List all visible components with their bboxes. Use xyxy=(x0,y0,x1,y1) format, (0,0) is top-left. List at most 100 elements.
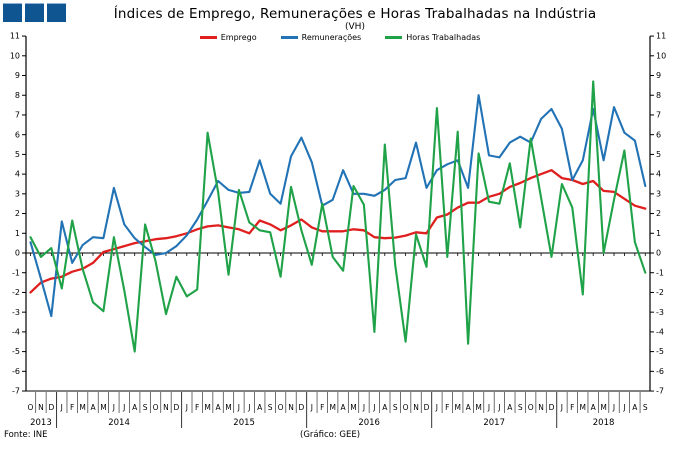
legend-item-remuneracoes: Remunerações xyxy=(280,33,362,42)
x-axis-year-label: 2015 xyxy=(233,418,255,428)
x-axis-year-label: 2013 xyxy=(30,418,52,428)
x-axis-month-label: J xyxy=(560,403,563,412)
y-axis-left-label: -2 xyxy=(12,288,20,297)
x-axis-month-label: N xyxy=(163,403,169,412)
x-axis-month-label: S xyxy=(268,403,273,412)
x-axis-month-label: A xyxy=(632,403,638,412)
x-axis-month-label: J xyxy=(362,403,365,412)
x-axis-month-label: O xyxy=(278,403,284,412)
x-axis-month-label: F xyxy=(70,403,74,412)
x-axis-month-label: J xyxy=(487,403,490,412)
x-axis-month-label: J xyxy=(310,403,313,412)
series-line-emprego xyxy=(29,169,647,294)
x-axis-month-label: A xyxy=(90,403,96,412)
y-axis-left-label: 9 xyxy=(15,71,20,80)
x-axis-month-label: J xyxy=(372,403,375,412)
y-axis-right-label: -6 xyxy=(656,367,664,376)
y-axis-left-label: -3 xyxy=(12,308,20,317)
x-axis-month-label: M xyxy=(350,403,356,412)
x-axis-month-label: A xyxy=(132,403,138,412)
y-axis-left-label: -5 xyxy=(12,347,20,356)
x-axis-month-label: D xyxy=(549,403,555,412)
y-axis-right-label: 4 xyxy=(656,170,661,179)
legend-marker-horas xyxy=(385,36,403,39)
x-axis-month-label: J xyxy=(435,403,438,412)
series-line-horas-trabalhadas xyxy=(29,80,647,353)
y-axis-left-label: -7 xyxy=(12,387,20,396)
legend-label-remuneracoes: Remunerações xyxy=(301,33,362,42)
y-axis-right-label: 0 xyxy=(656,249,661,258)
x-axis-month-label: J xyxy=(497,403,500,412)
x-axis-month-label: J xyxy=(122,403,125,412)
x-axis-month-label: D xyxy=(48,403,54,412)
x-axis-month-label: A xyxy=(466,403,472,412)
x-axis-month-label: N xyxy=(288,403,294,412)
x-axis-month-label: S xyxy=(393,403,398,412)
x-axis-month-label: J xyxy=(622,403,625,412)
x-axis-month-label: F xyxy=(195,403,199,412)
logo-square-1 xyxy=(3,3,22,22)
y-axis-left-label: 8 xyxy=(15,91,20,100)
y-axis-right-label: 7 xyxy=(656,111,661,120)
legend-item-emprego: Emprego xyxy=(199,33,257,42)
y-axis-right-label: 3 xyxy=(656,189,661,198)
y-axis-right-label: 2 xyxy=(656,209,661,218)
y-axis-left-label: -1 xyxy=(12,268,20,277)
x-axis-month-label: J xyxy=(112,403,115,412)
legend-label-emprego: Emprego xyxy=(220,33,257,42)
y-axis-left-label: -6 xyxy=(12,367,20,376)
x-axis-month-label: S xyxy=(518,403,523,412)
x-axis-month-label: N xyxy=(38,403,44,412)
x-axis-year-label: 2018 xyxy=(593,418,615,428)
y-axis-left-label: 3 xyxy=(15,189,20,198)
x-axis-month-label: S xyxy=(643,403,648,412)
logo-square-3 xyxy=(47,3,66,22)
y-axis-left-label: 1 xyxy=(15,229,20,238)
x-axis-month-label: J xyxy=(185,403,188,412)
x-axis-month-label: F xyxy=(320,403,324,412)
x-axis-month-label: M xyxy=(100,403,106,412)
x-axis-month-label: M xyxy=(580,403,586,412)
legend: Emprego Remunerações Horas Trabalhadas xyxy=(140,33,540,42)
y-axis-right-label: 6 xyxy=(656,130,661,139)
x-axis-year-label: 2014 xyxy=(108,418,130,428)
x-axis-month-label: D xyxy=(424,403,430,412)
x-axis-month-label: O xyxy=(528,403,534,412)
y-axis-left-label: 7 xyxy=(15,111,20,120)
x-axis-month-label: A xyxy=(257,403,263,412)
x-axis-month-label: A xyxy=(215,403,221,412)
x-axis-month-label: A xyxy=(591,403,597,412)
y-axis-left-label: 2 xyxy=(15,209,20,218)
y-axis-right-label: -1 xyxy=(656,268,664,277)
series-line-remuneracoes xyxy=(29,94,647,318)
x-axis-month-label: M xyxy=(79,403,85,412)
y-axis-right-label: -2 xyxy=(656,288,664,297)
y-axis-left-label: 5 xyxy=(15,150,20,159)
y-axis-left-label: 11 xyxy=(10,32,20,41)
y-axis-right-label: -7 xyxy=(656,387,664,396)
y-axis-right-label: 10 xyxy=(656,51,666,60)
x-axis-month-label: M xyxy=(475,403,481,412)
x-axis-month-label: J xyxy=(247,403,250,412)
x-axis-month-label: M xyxy=(204,403,210,412)
x-axis-month-label: O xyxy=(28,403,34,412)
y-axis-right-label: -3 xyxy=(656,308,664,317)
logo xyxy=(3,3,66,22)
legend-marker-emprego xyxy=(199,36,217,39)
y-axis-right-label: 11 xyxy=(656,32,666,41)
x-axis-month-label: O xyxy=(403,403,409,412)
x-axis-month-label: A xyxy=(341,403,347,412)
source-note: Fonte: INE xyxy=(4,430,48,440)
credit-note: (Gráfico: GEE) xyxy=(300,430,361,440)
x-axis-month-label: M xyxy=(225,403,231,412)
y-axis-left-label: 6 xyxy=(15,130,20,139)
chart-subtitle: (VH) xyxy=(345,22,365,32)
y-axis-left-label: -4 xyxy=(12,327,20,336)
y-axis-right-label: 1 xyxy=(656,229,661,238)
x-axis-year-label: 2016 xyxy=(358,418,380,428)
legend-item-horas: Horas Trabalhadas xyxy=(385,33,480,42)
x-axis-month-label: M xyxy=(329,403,335,412)
y-axis-left-label: 4 xyxy=(15,170,20,179)
x-axis-month-label: F xyxy=(445,403,449,412)
